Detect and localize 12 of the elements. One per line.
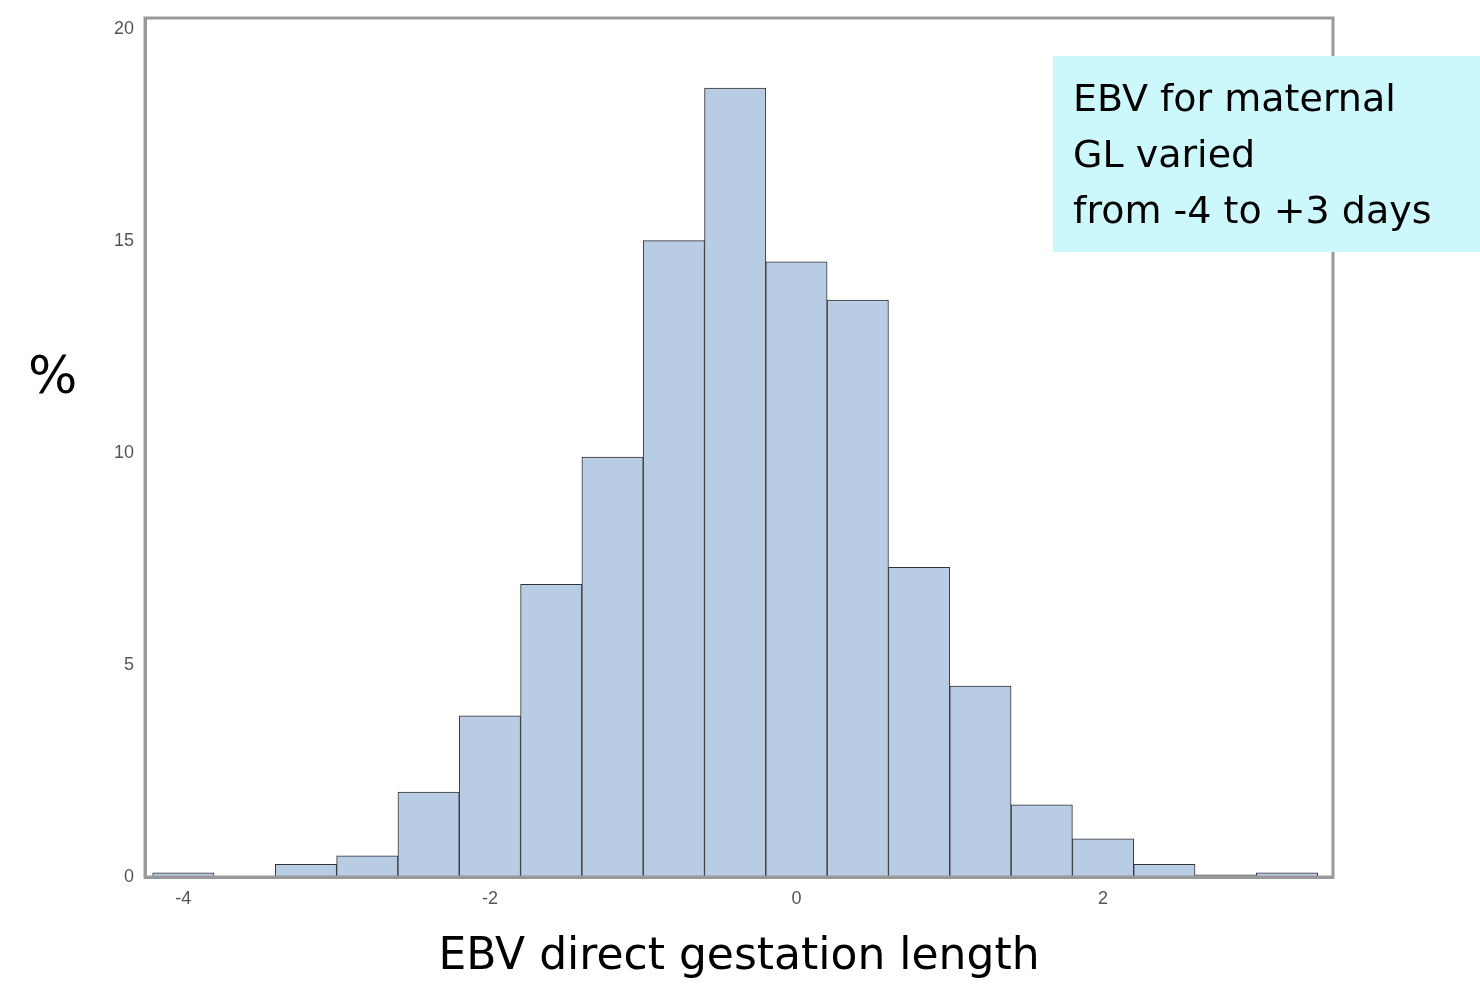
y-tick-label: 5 xyxy=(123,653,134,674)
x-tick-label: -4 xyxy=(175,887,192,908)
x-tick-label: -2 xyxy=(481,887,498,908)
y-axis-title: % xyxy=(28,345,78,405)
x-tick-label: 2 xyxy=(1098,887,1109,908)
x-tick-label: 0 xyxy=(791,887,802,908)
y-tick-label: 10 xyxy=(113,441,134,462)
annotation: EBV for maternal GL varied from -4 to +3 days xyxy=(1053,56,1480,252)
y-tick-label: 20 xyxy=(113,17,134,38)
x-axis-title: EBV direct gestation length xyxy=(437,928,1041,979)
y-tick-label: 0 xyxy=(123,865,134,886)
y-tick-label: 15 xyxy=(113,229,134,250)
